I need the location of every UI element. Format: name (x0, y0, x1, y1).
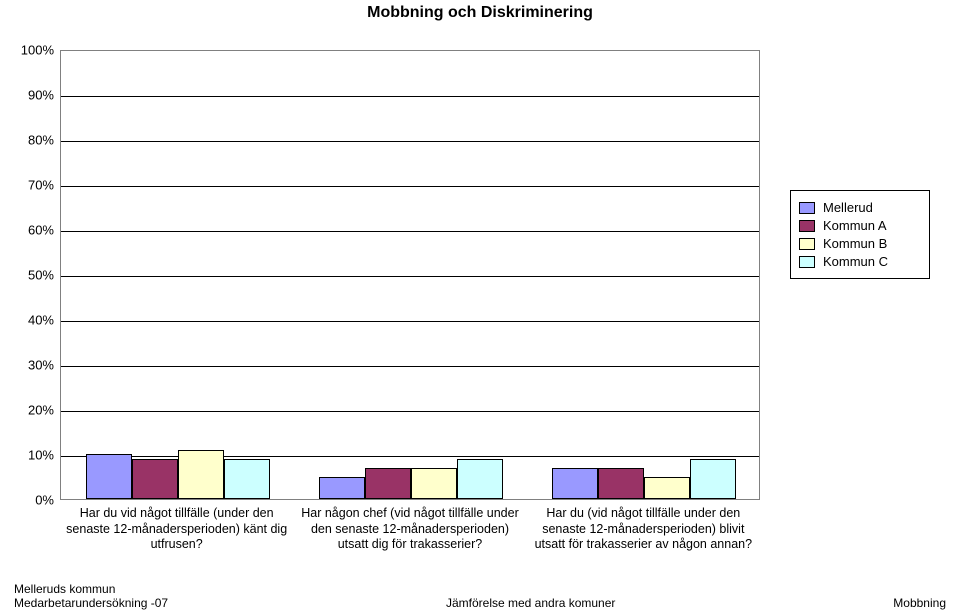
y-tick-label: 100% (6, 43, 54, 58)
bar (86, 454, 132, 499)
x-tick-label: Har du vid något tillfälle (under den se… (64, 506, 289, 553)
grid-line (61, 411, 759, 412)
grid-line (61, 276, 759, 277)
x-tick-label: Har någon chef (vid något tillfälle unde… (297, 506, 522, 553)
bar (365, 468, 411, 500)
grid-line (61, 321, 759, 322)
legend-swatch (799, 238, 815, 250)
bar (598, 468, 644, 500)
x-tick-label: Har du (vid något tillfälle under den se… (531, 506, 756, 553)
legend-swatch (799, 202, 815, 214)
legend-swatch (799, 220, 815, 232)
y-tick-label: 10% (6, 448, 54, 463)
bar (644, 477, 690, 500)
y-tick-label: 0% (6, 493, 54, 508)
bar (224, 459, 270, 500)
legend-label: Kommun B (823, 236, 887, 251)
bar (552, 468, 598, 500)
footer-center: Jämförelse med andra komuner (446, 596, 615, 610)
legend-label: Mellerud (823, 200, 873, 215)
legend-label: Kommun C (823, 254, 888, 269)
y-tick-label: 90% (6, 88, 54, 103)
grid-line (61, 186, 759, 187)
y-tick-label: 70% (6, 178, 54, 193)
legend-item: Mellerud (799, 200, 921, 215)
legend-label: Kommun A (823, 218, 887, 233)
bar (690, 459, 736, 500)
chart-title: Mobbning och Diskriminering (0, 4, 960, 22)
bar (132, 459, 178, 500)
y-tick-label: 20% (6, 403, 54, 418)
legend-swatch (799, 256, 815, 268)
y-tick-label: 80% (6, 133, 54, 148)
legend: Mellerud Kommun A Kommun B Kommun C (790, 190, 930, 279)
plot-area (60, 50, 760, 500)
footer-left-line1: Melleruds kommun (14, 582, 168, 596)
grid-line (61, 231, 759, 232)
y-tick-label: 30% (6, 358, 54, 373)
legend-item: Kommun C (799, 254, 921, 269)
footer-left: Melleruds kommun Medarbetarundersökning … (14, 582, 168, 610)
grid-line (61, 366, 759, 367)
y-tick-label: 40% (6, 313, 54, 328)
footer-left-line2: Medarbetarundersökning -07 (14, 596, 168, 610)
footer-right: Mobbning (893, 596, 946, 610)
y-tick-label: 50% (6, 268, 54, 283)
bar (319, 477, 365, 500)
bar (411, 468, 457, 500)
grid-line (61, 96, 759, 97)
grid-line (61, 456, 759, 457)
y-tick-label: 60% (6, 223, 54, 238)
legend-item: Kommun B (799, 236, 921, 251)
grid-line (61, 141, 759, 142)
legend-item: Kommun A (799, 218, 921, 233)
bar (457, 459, 503, 500)
footer: Melleruds kommun Medarbetarundersökning … (0, 582, 960, 610)
bar (178, 450, 224, 500)
